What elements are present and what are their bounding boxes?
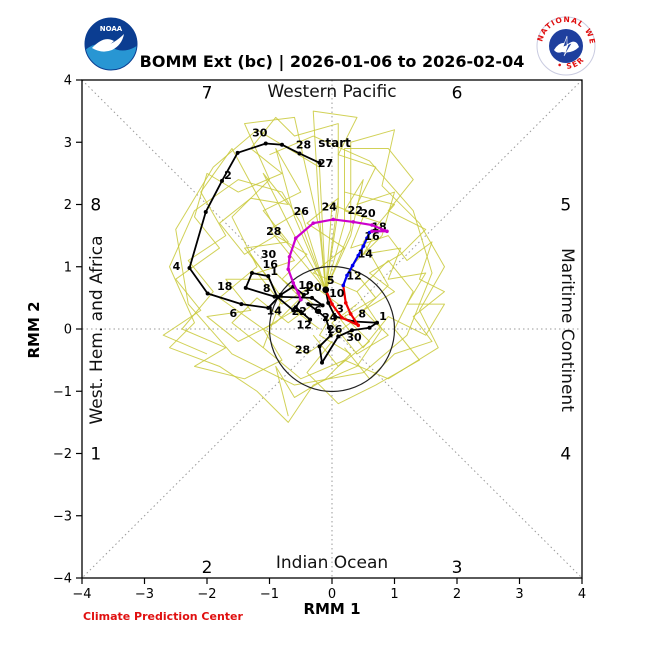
forecast-point [294, 236, 298, 240]
phase-number-label: 8 [90, 196, 101, 216]
forecast-point [340, 316, 344, 320]
forecast-point [296, 291, 300, 295]
forecast-point [344, 301, 348, 305]
observed-point [273, 295, 277, 299]
day-label: 14 [358, 248, 374, 261]
observed-point [310, 296, 314, 300]
observed-point [279, 293, 283, 297]
forecast-point [311, 221, 315, 225]
phase-number-label: 5 [560, 196, 571, 216]
forecast-point [370, 223, 374, 227]
forecast-point [286, 267, 290, 271]
forecast-point [385, 229, 389, 233]
forecast-point [361, 244, 365, 248]
day-label: 8 [358, 307, 366, 320]
day-label: 27 [318, 157, 333, 170]
forecast-start-point [322, 286, 329, 293]
forecast-point [370, 229, 374, 233]
phase-number-label: 4 [560, 445, 571, 465]
observed-point [280, 143, 284, 147]
observed-point [298, 151, 302, 155]
forecast-point [356, 323, 360, 327]
observed-point [206, 292, 210, 296]
forecast-point [291, 281, 295, 285]
day-label: 1 [270, 265, 278, 278]
y-tick-label: −4 [53, 572, 72, 587]
region-label-western-pacific: Western Pacific [82, 82, 582, 102]
phase-number-label: 1 [90, 445, 101, 465]
forecast-point [299, 298, 303, 302]
y-tick-label: −3 [53, 509, 72, 524]
observed-point [320, 361, 324, 365]
ensemble-member-line [163, 117, 338, 354]
forecast-point [351, 220, 355, 224]
day-label: 2 [224, 169, 232, 182]
day-label: 28 [295, 343, 310, 356]
forecast-point [341, 284, 345, 288]
day-label: 18 [217, 280, 232, 293]
observed-point [318, 344, 322, 348]
day-label: 24 [322, 200, 338, 213]
observed-point [188, 266, 192, 270]
observed-point [368, 326, 372, 330]
start-annotation: start [318, 136, 351, 150]
credit-text: Climate Prediction Center [83, 610, 243, 623]
day-label: 8 [263, 282, 271, 295]
y-tick-label: 2 [64, 198, 72, 213]
day-label: 3 [302, 285, 310, 298]
forecast-point [330, 302, 334, 306]
day-label: 28 [296, 138, 311, 151]
day-label: 10 [329, 287, 345, 300]
y-axis-title: RMM 2 [25, 301, 43, 358]
day-label: 6 [230, 307, 238, 320]
observed-point [204, 210, 208, 214]
y-tick-label: 1 [64, 260, 72, 275]
observed-point [236, 151, 240, 155]
region-label-maritime-continent: Maritime Continent [557, 248, 577, 412]
forecast-point [331, 218, 335, 222]
region-label-indian-ocean: Indian Ocean [82, 553, 582, 573]
forecast-point [349, 312, 353, 316]
day-label: 12 [346, 269, 361, 282]
observed-point [244, 286, 248, 290]
day-label: 5 [327, 274, 335, 287]
day-label: 6 [314, 304, 322, 317]
y-tick-label: −1 [53, 385, 72, 400]
day-label: 14 [267, 304, 283, 317]
day-label: 12 [296, 319, 311, 332]
y-tick-label: 0 [64, 323, 72, 338]
day-label: 4 [173, 260, 181, 273]
day-label: 22 [348, 204, 363, 217]
observed-point [336, 334, 340, 338]
day-label: 26 [294, 205, 310, 218]
region-label-west-hem-africa: West. Hem. and Africa [87, 235, 107, 424]
y-tick-label: −2 [53, 447, 72, 462]
mjo-phase-diagram-page: { "header": { "title": "BOMM Ext (bc) | … [0, 0, 650, 650]
observed-point [250, 271, 254, 275]
day-label: 28 [266, 225, 281, 238]
day-label: 30 [252, 126, 268, 139]
y-tick-label: 4 [64, 74, 72, 89]
y-tick-label: 3 [64, 136, 72, 151]
day-label: 30 [346, 331, 362, 344]
forecast-point [288, 255, 292, 259]
observed-point [264, 141, 268, 145]
day-label: 26 [327, 323, 343, 336]
day-label: 1 [379, 310, 387, 323]
forecast-point [351, 264, 355, 268]
observed-point [239, 302, 243, 306]
day-label: 30 [261, 248, 277, 261]
day-label: 22 [292, 305, 307, 318]
